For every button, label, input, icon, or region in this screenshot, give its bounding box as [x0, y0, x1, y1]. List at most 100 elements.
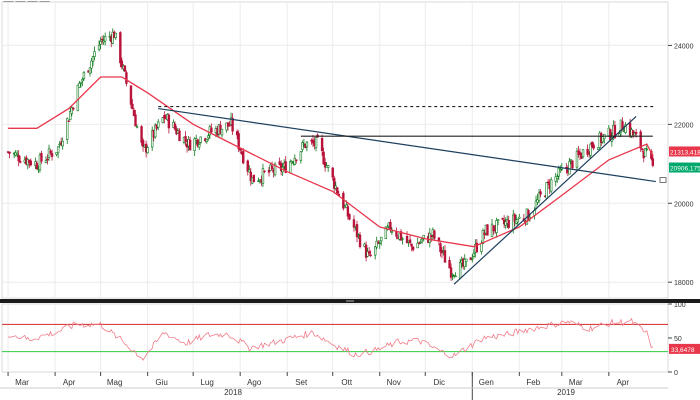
candle-body: [19, 160, 22, 163]
candle-body: [496, 219, 500, 221]
last-value-label: 21313,4189: [670, 149, 700, 156]
candle-body: [284, 161, 287, 173]
candle-body: [66, 118, 69, 140]
candle-body: [451, 274, 454, 276]
candle-body: [346, 206, 350, 217]
candle-body: [590, 141, 594, 147]
candle-body: [103, 36, 107, 42]
candle-body: [249, 171, 253, 182]
main-pane: [1, 1, 669, 299]
candle-body: [333, 177, 336, 189]
candle-body: [123, 65, 127, 72]
candle-body: [428, 232, 432, 243]
candle-body: [516, 219, 520, 223]
candle-body: [352, 219, 356, 228]
x-tick-label: Apr: [617, 378, 630, 387]
candle-body: [366, 251, 369, 257]
candle-body: [568, 161, 571, 175]
candle-body: [178, 130, 181, 142]
candle-body: [157, 121, 160, 128]
candle-body: [17, 155, 20, 162]
candle-body: [557, 168, 560, 177]
candle-body: [569, 159, 573, 161]
candle-body: [56, 146, 60, 154]
candle-body: [150, 130, 154, 148]
candle-body: [141, 140, 145, 147]
x-tick-label: Ott: [341, 378, 352, 387]
candle-body: [439, 243, 442, 253]
x-tick-label: Mag: [107, 378, 123, 387]
candle-body: [355, 224, 359, 238]
candle-body: [97, 44, 101, 50]
rsi-y-tick-label: 0: [674, 370, 678, 377]
y-tick-label: 18000: [674, 280, 694, 287]
rsi-last-value-badge: [669, 343, 700, 354]
candle-body: [49, 150, 52, 154]
candle-body: [278, 161, 281, 165]
candle-body: [419, 241, 422, 244]
candle-body: [290, 160, 293, 163]
x-tick-label: Ago: [247, 378, 262, 387]
candle-body: [70, 107, 73, 114]
candle-body: [90, 60, 93, 69]
candle-body: [129, 85, 133, 105]
candle-body: [205, 139, 209, 142]
candle-body: [581, 149, 585, 158]
candle-body: [91, 56, 95, 62]
candle-body: [443, 250, 447, 263]
rsi-line: [7, 317, 654, 361]
last-value-label: 20906,1757: [670, 166, 700, 173]
candle-body: [134, 114, 137, 127]
candle-body: [571, 160, 574, 169]
candle-body: [390, 231, 394, 233]
candle-body: [334, 185, 337, 189]
candle-body: [40, 153, 43, 162]
candle-body: [495, 220, 498, 233]
x-tick-label: Gen: [479, 378, 494, 387]
x-tick-label: Dic: [433, 378, 445, 387]
candle-body: [242, 151, 245, 164]
candle-body: [99, 41, 102, 45]
candle-body: [154, 124, 157, 138]
candle-body: [173, 123, 177, 130]
x-tick-label: Set: [295, 378, 308, 387]
candle-body: [357, 234, 360, 236]
x-tick-label: Apr: [63, 378, 76, 387]
candle-body: [248, 169, 251, 173]
candle-body: [131, 103, 134, 110]
candle-body: [55, 152, 58, 155]
candle-body: [559, 169, 562, 172]
candle-body: [367, 251, 371, 254]
candle-body: [246, 160, 249, 172]
candle-body: [38, 154, 42, 171]
candle-body: [644, 148, 647, 157]
candle-body: [305, 141, 309, 148]
candle-body: [326, 165, 330, 168]
candle-body: [592, 144, 595, 149]
x-tick-label: Mar: [15, 378, 29, 387]
x-tick-label: Feb: [526, 378, 540, 387]
candle-body: [88, 67, 92, 74]
candle-body: [135, 126, 139, 128]
candle-body: [634, 131, 638, 135]
candle-body: [416, 242, 419, 249]
candle-body: [72, 107, 75, 110]
candles: [6, 28, 655, 281]
candle-body: [639, 131, 642, 149]
candle-body: [399, 231, 403, 241]
candle-body: [314, 136, 318, 149]
candle-body: [207, 135, 210, 139]
candle-body: [651, 158, 655, 166]
candle-body: [481, 230, 485, 245]
candle-body: [196, 139, 199, 147]
rsi-y-tick-label: 100: [674, 302, 686, 309]
candle-body: [518, 216, 521, 219]
candle-body: [270, 165, 274, 170]
candle-body: [69, 111, 72, 120]
candle-body: [492, 225, 495, 232]
candle-body: [44, 160, 48, 163]
candle-body: [146, 147, 149, 154]
last-value-badge: [669, 162, 700, 173]
candle-body: [79, 81, 83, 84]
